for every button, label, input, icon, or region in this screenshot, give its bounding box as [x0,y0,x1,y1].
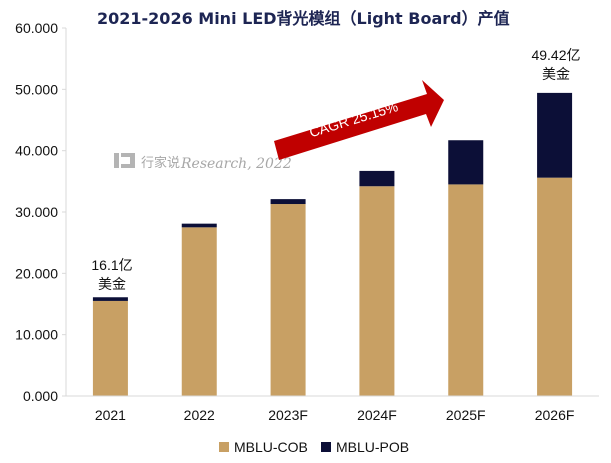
bar-segment-pob [270,199,306,205]
x-tick-label: 2023F [268,407,308,423]
watermark-logo [114,153,135,168]
bar-segment-cob [270,204,306,396]
bar-segment-pob [359,170,395,187]
x-tick-label: 2022 [184,407,215,423]
legend-item: MBLU-POB [321,439,409,455]
legend-swatch [219,442,229,452]
y-tick-label: 60.000 [15,20,58,36]
y-tick-label: 10.000 [15,327,58,343]
bar-segment-cob [359,186,395,396]
bar-segment-pob [181,223,217,228]
watermark: 行家说 Research, 2022 [114,153,292,172]
y-tick-label: 20.000 [15,265,58,281]
last-total-value: 49.42亿 [531,47,580,63]
watermark-en: Research, 2022 [180,156,292,172]
cagr-arrow-shape [274,80,444,160]
last-total-label: 49.42亿 美金 [531,47,580,82]
bar-segment-cob [537,177,573,396]
bar-segment-pob [92,297,128,301]
cagr-arrow: CAGR 25.15% [274,80,444,160]
legend-label: MBLU-POB [336,439,409,455]
x-tick-label: 2021 [95,407,126,423]
y-tick-label: 30.000 [15,204,58,220]
first-total-value: 16.1亿 [91,257,132,273]
legend: MBLU-COB MBLU-POB [219,439,409,455]
first-total-label: 16.1亿 美金 [91,257,132,292]
last-total-unit: 美金 [542,66,570,82]
y-tick-label: 50.000 [15,81,58,97]
first-total-unit: 美金 [98,276,126,292]
y-axis: 0.000 10.000 20.000 30.000 40.000 50.000 60.00… [15,20,67,404]
watermark-cn: 行家说 [141,155,180,171]
legend-swatch [321,442,331,452]
bar-segment-cob [181,227,217,396]
bar-segment-pob [448,140,484,185]
chart-title: 2021-2026 Mini LED背光模组（Light Board）产值 [97,9,510,28]
bar-segment-cob [448,184,484,396]
y-tick-label: 0.000 [23,388,58,404]
bars [92,92,573,396]
bar-segment-pob [537,92,573,178]
y-tick-label: 40.000 [15,143,58,159]
x-tick-label: 2024F [357,407,397,423]
legend-label: MBLU-COB [234,439,308,455]
x-tick-label: 2025F [446,407,486,423]
x-tick-label: 2026F [535,407,575,423]
bar-segment-cob [92,300,128,396]
legend-item: MBLU-COB [219,439,308,455]
x-axis: 2021 2022 2023F 2024F 2025F 2026F [66,395,599,423]
